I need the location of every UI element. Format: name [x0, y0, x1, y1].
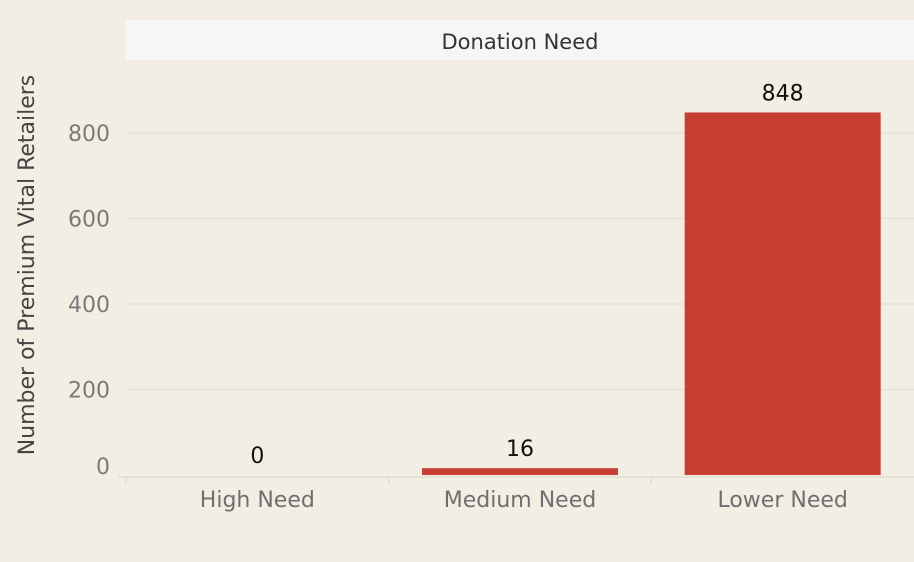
y-tick-label-200: 200 [68, 379, 110, 404]
bars [422, 112, 881, 475]
y-tick-label-600: 600 [68, 208, 110, 233]
y-tick-label-800: 800 [68, 122, 110, 147]
header-title: Donation Need [442, 30, 599, 54]
y-tick-label-400: 400 [68, 293, 110, 318]
header-band [126, 20, 914, 60]
bar-medium-need[interactable] [422, 468, 618, 475]
data-label-high-need: 0 [250, 444, 264, 469]
y-axis-title: Number of Premium Vital Retailers [15, 75, 40, 456]
category-label-medium-need: Medium Need [444, 488, 596, 513]
category-label-high-need: High Need [200, 488, 315, 513]
y-axis-ticks: 0 200 400 600 800 [68, 122, 110, 480]
data-label-lower-need: 848 [762, 81, 804, 106]
x-axis-labels: High Need Medium Need Lower Need [200, 488, 848, 513]
bar-lower-need[interactable] [684, 112, 881, 475]
data-labels: 0 16 848 [250, 81, 803, 469]
data-label-medium-need: 16 [506, 437, 534, 462]
y-tick-label-0: 0 [96, 455, 110, 480]
category-label-lower-need: Lower Need [717, 488, 847, 513]
